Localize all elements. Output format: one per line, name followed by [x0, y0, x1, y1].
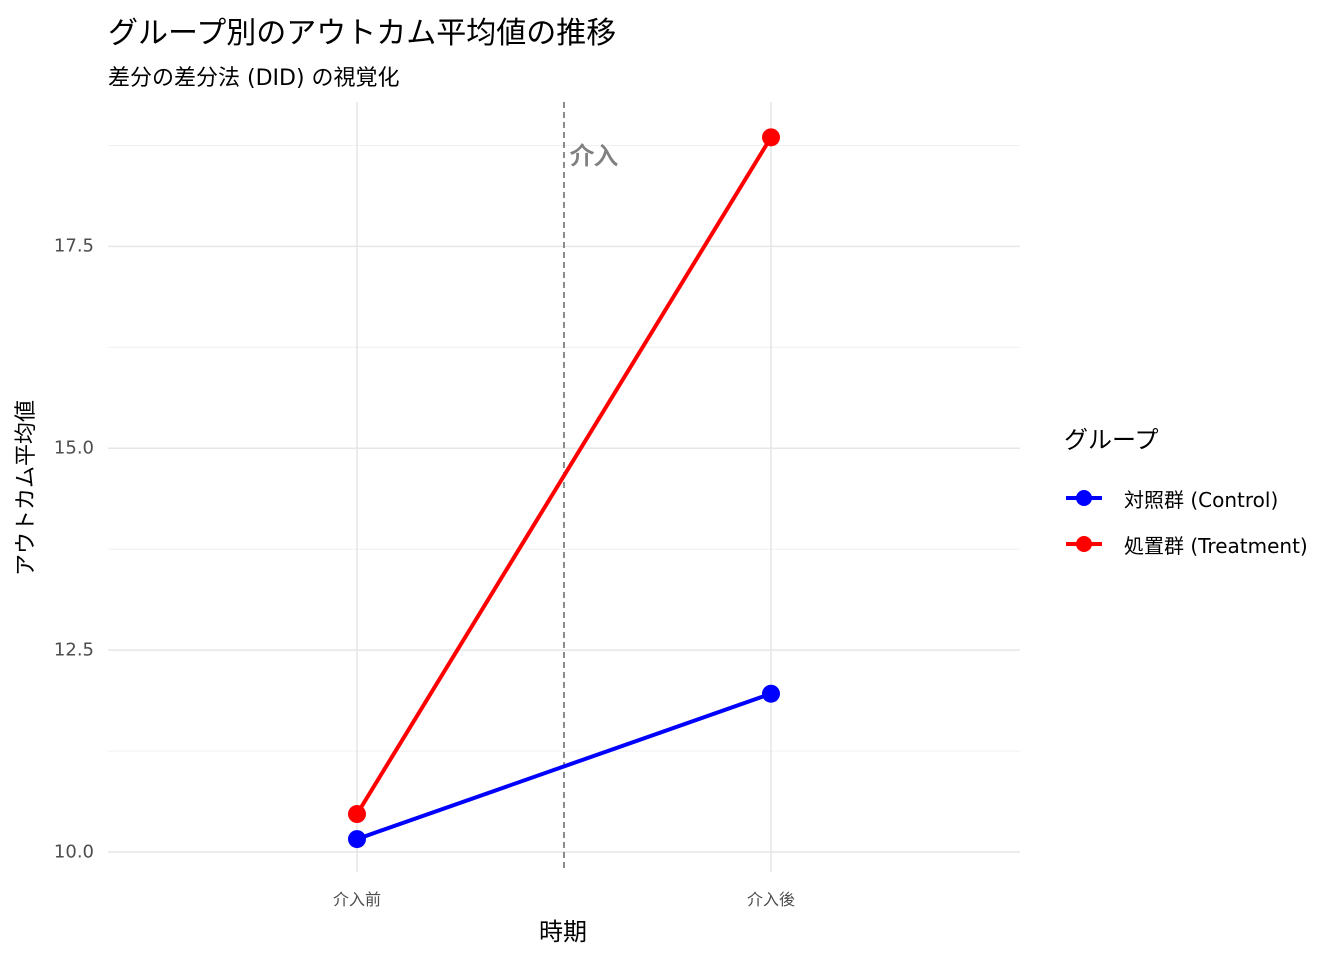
legend-title: グループ	[1064, 426, 1159, 454]
series-lines	[355, 136, 773, 841]
series-points	[348, 128, 780, 849]
data-point	[348, 805, 366, 824]
y-tick-label: 17.5	[53, 235, 94, 257]
chart-title: グループ別のアウトカム平均値の推移	[108, 16, 617, 51]
series-line-1	[355, 136, 773, 816]
x-axis-label: 時期	[539, 918, 587, 946]
legend-key-treatment	[1064, 532, 1104, 556]
data-point	[762, 128, 780, 147]
x-tick-label: 介入後	[746, 890, 796, 909]
x-tick-label: 介入前	[332, 890, 382, 909]
data-point	[348, 830, 366, 849]
legend: グループ 対照群 (Control) 処置群 (Treatment)	[1064, 420, 1308, 567]
y-axis-label: アウトカム平均値	[14, 399, 39, 577]
legend-item-control: 対照群 (Control)	[1064, 475, 1308, 521]
data-point	[762, 684, 780, 703]
y-tick-label: 15.0	[53, 437, 94, 459]
series-line-0	[356, 691, 772, 841]
legend-key-control	[1064, 486, 1104, 510]
chart-subtitle: 差分の差分法 (DID) の視覚化	[108, 66, 400, 91]
legend-label-control: 対照群 (Control)	[1124, 487, 1279, 512]
y-tick-label: 10.0	[53, 841, 94, 863]
y-tick-label: 12.5	[53, 639, 94, 661]
intervention-annotation: 介入	[570, 142, 618, 170]
legend-item-treatment: 処置群 (Treatment)	[1064, 521, 1308, 567]
legend-label-treatment: 処置群 (Treatment)	[1124, 533, 1308, 558]
